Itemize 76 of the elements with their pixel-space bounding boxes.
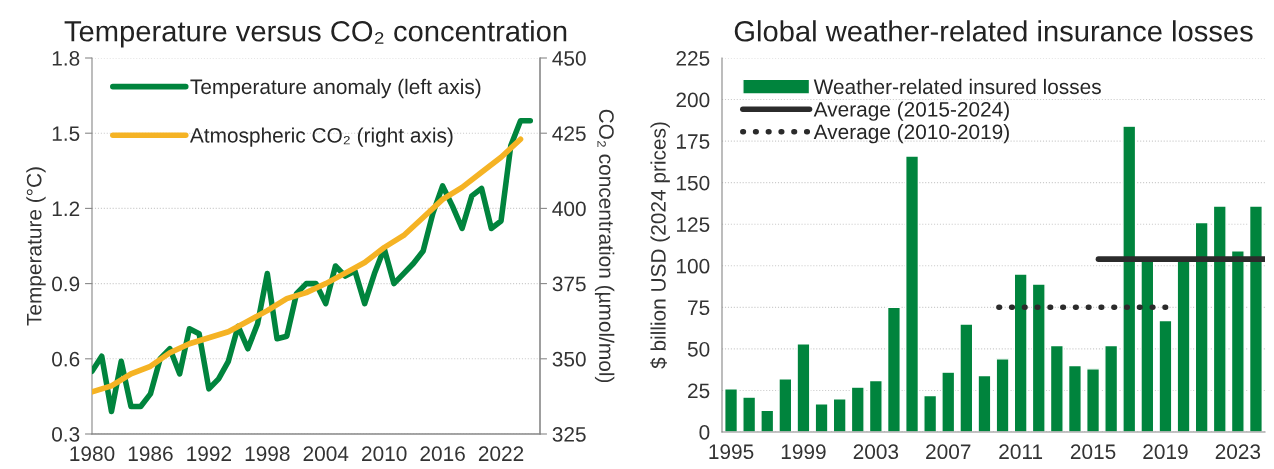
y2-tick-label: 325 [552,427,586,442]
y-tick-label: 1.8 [52,51,80,66]
bar [1122,125,1137,432]
y-tick-label: 1.5 [52,126,80,141]
bar [1212,205,1227,432]
y-tick-label: 225 [676,51,710,66]
y-tick-label: 0.3 [52,427,80,442]
legend-label: Temperature anomaly (left axis) [190,78,481,99]
legend-label: Weather-related insured losses [813,78,1101,95]
y-axis-title: Temperature (°C) [26,167,46,326]
bar [1013,273,1028,432]
y-tick-label: 50 [687,341,710,357]
x-tick-label: 2011 [999,444,1043,460]
y-axis-title: $ billion USD (2024 prices) [650,122,670,369]
chart-title: Global weather-related insurance losses [734,20,1253,42]
x-tick-label: 2004 [303,446,349,462]
y-tick-label: 25 [688,383,710,399]
y-tick-label: 1.2 [52,201,80,216]
y-tick-label: 175 [677,134,710,149]
bar [923,394,938,432]
x-tick-label: 2010 [362,446,407,462]
x-tick-label: 1998 [245,446,290,462]
y2-axis-title: CO₂ concentration (µmol/mol) [594,109,615,383]
legend-label: Average (2015-2024) [813,101,1009,121]
bar [832,398,847,432]
x-tick-label: 2019 [1143,444,1188,460]
x-tick-label: 1986 [128,446,173,462]
x-tick-label: 2003 [853,444,899,460]
y-tick-label: 200 [676,92,710,108]
bar [1031,283,1046,432]
bar [977,374,992,432]
x-tick-label: 1995 [709,444,754,460]
bar [1194,221,1209,432]
y-tick-label: 125 [677,217,710,232]
x-tick-label: 2022 [478,446,524,462]
x-tick-label: 2015 [1070,444,1116,460]
bar [1230,250,1245,432]
bar [1158,319,1173,432]
bar [796,343,811,432]
bar [959,323,974,432]
bar [1049,344,1064,432]
y-tick-label: 150 [677,175,710,191]
y-tick-label: 100 [677,258,710,274]
y2-tick-label: 425 [552,126,586,141]
bar [850,386,865,432]
bar [814,403,829,432]
bar [886,306,901,432]
y2-tick-label: 350 [552,351,586,367]
y-tick-label: 0 [699,425,710,440]
bar [1104,344,1119,432]
x-tick-label: 2007 [926,444,971,460]
y-tick-label: 0.9 [52,276,80,292]
legend-label: Average (2010-2019) [813,123,1009,144]
bar [760,409,775,432]
y2-tick-label: 400 [552,201,586,217]
y-tick-label: 75 [688,300,710,316]
bar [941,371,956,432]
x-tick-label: 1980 [70,446,115,462]
bar [724,388,739,432]
bar [1067,364,1082,432]
bar [1086,368,1101,432]
bar [742,396,757,432]
legend-label: Atmospheric CO₂ (right axis) [189,127,453,147]
x-tick-label: 1992 [187,446,231,462]
y2-tick-label: 375 [552,276,586,292]
y-tick-label: 0.6 [52,351,80,367]
bar [905,155,920,432]
bar [868,379,883,432]
bar [1248,205,1263,432]
chart-title: Temperature versus CO₂ concentration [64,20,567,48]
bar [778,378,793,432]
x-tick-label: 2016 [420,446,465,462]
bar [995,358,1010,432]
x-tick-label: 1999 [781,444,826,460]
x-tick-label: 2023 [1215,444,1261,460]
y2-tick-label: 450 [552,51,586,66]
